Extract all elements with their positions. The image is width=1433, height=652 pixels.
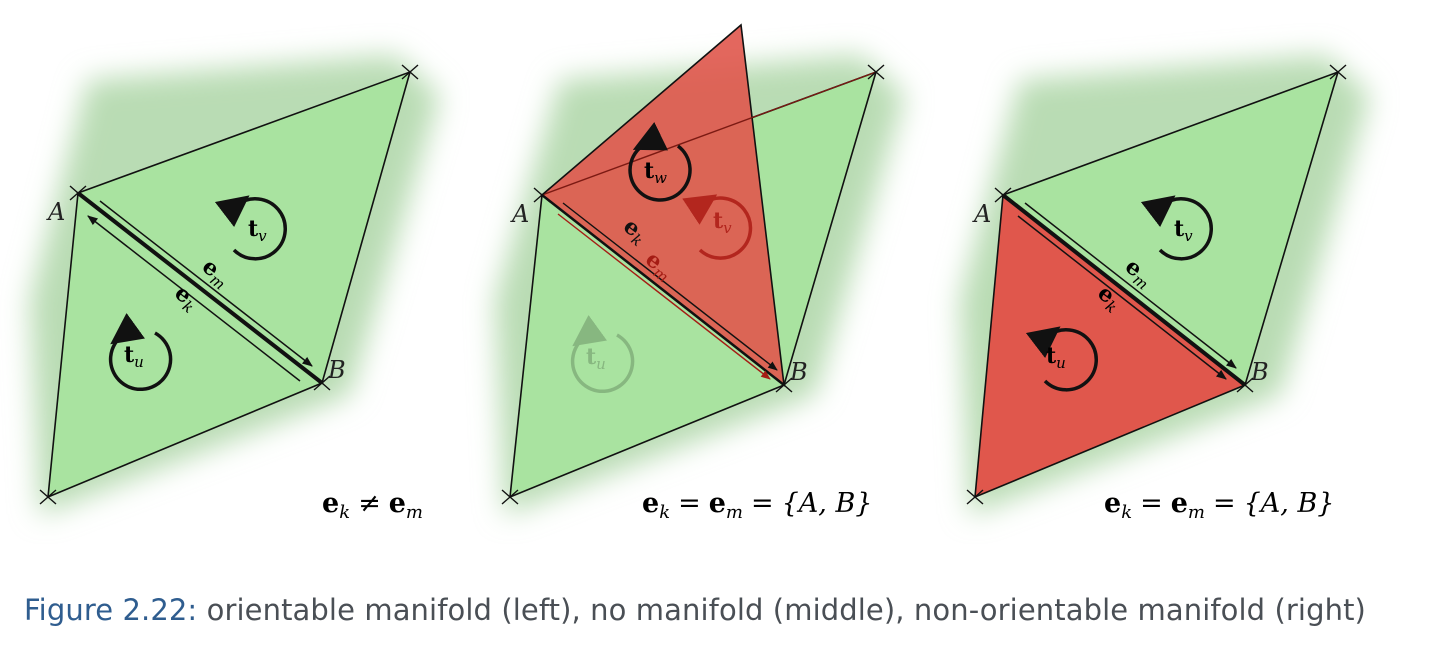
vertex-ticks (39, 64, 419, 505)
equation-left: ek ≠ em (322, 488, 423, 523)
arrow-ek (562, 202, 778, 371)
edge-ab (541, 194, 785, 386)
arrow-em (557, 213, 771, 380)
svg-text:tv: tv (1174, 216, 1193, 245)
vertex-a-label: A (46, 198, 65, 226)
rotation-tw: tw (628, 121, 692, 202)
arrow-em (99, 200, 313, 367)
svg-text:tu: tu (1046, 343, 1066, 372)
caption-text: orientable manifold (left), no manifold … (197, 593, 1366, 627)
edge-ab (76, 191, 324, 385)
rotation-tv: tv (214, 195, 287, 261)
svg-text:tu: tu (124, 342, 144, 371)
svg-text:tw: tw (644, 158, 667, 187)
arrow-ek (1017, 215, 1227, 380)
arrow-em (1024, 202, 1237, 369)
arrow-ek (87, 215, 301, 382)
edge-ab (1001, 193, 1247, 387)
vertex-b-label: B (1250, 358, 1269, 386)
svg-text:tv: tv (713, 208, 732, 237)
vertex-a-label: A (510, 200, 529, 228)
vertex-ticks (501, 64, 885, 505)
vertex-a-label: A (972, 200, 991, 228)
rotation-tv: tv (682, 194, 753, 260)
caption-label: Figure 2.22: (24, 593, 198, 627)
svg-text:tu: tu (586, 344, 606, 373)
hidden-edge-tv (541, 71, 877, 196)
panel-right: A B em ek tv tu ek = em = {A, B} (960, 55, 1370, 523)
svg-text:tv: tv (248, 216, 267, 245)
vertex-ticks (966, 64, 1347, 505)
vertex-b-label: B (327, 356, 346, 384)
figure-caption: Figure 2.22: orientable manifold (left),… (24, 593, 1366, 627)
rotation-tu: tu (108, 312, 173, 391)
figure-diagram: A B em ek tv tu ek ≠ em tu (30, 23, 1370, 523)
rotation-tv: tv (1140, 195, 1213, 261)
panel-middle: tu A B ek em tw tv e (495, 23, 905, 523)
vertex-b-label: B (789, 358, 808, 386)
rotation-tu-faded: tu (570, 314, 635, 393)
equation-middle: ek = em = {A, B} (642, 488, 873, 523)
equation-right: ek = em = {A, B} (1104, 488, 1335, 523)
panel-left: A B em ek tv tu ek ≠ em (30, 55, 440, 523)
rotation-tu: tu (1025, 326, 1098, 392)
